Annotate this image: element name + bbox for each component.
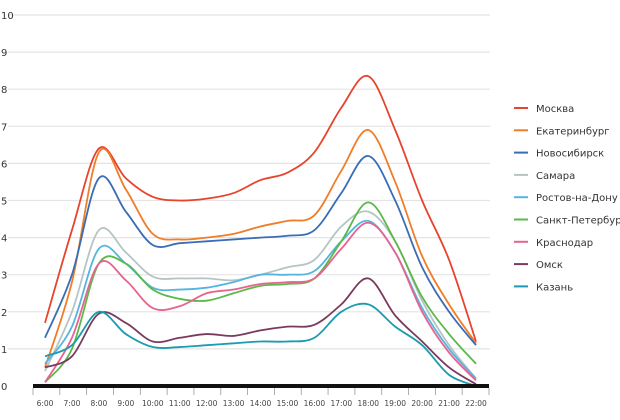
x-tick-label: 14:00	[250, 399, 272, 408]
legend-item: Санкт-Петербург	[514, 216, 620, 227]
series-line-4	[44, 219, 477, 380]
legend-item: Екатеринбург	[514, 126, 610, 137]
x-tick-label: 10:00	[142, 399, 164, 408]
x-tick-label: 8:00	[90, 399, 107, 408]
legend: Москва Екатеринбург Новосибирск Самара Росто…	[514, 104, 620, 293]
x-tick-label: 11:00	[169, 399, 191, 408]
y-tick-label: 1	[1, 345, 7, 356]
x-tick-label: 7:00	[64, 399, 81, 408]
x-tick-label: 9:00	[117, 399, 134, 408]
x-tick-label: 19:00	[384, 399, 406, 408]
series-line-2	[44, 155, 477, 346]
series-line-1	[44, 129, 477, 368]
series-line-7	[44, 277, 477, 385]
y-axis: 0 1 2 3 4 5 6 7 8 9 10	[1, 11, 14, 393]
x-tick-label: 18:00	[357, 399, 379, 408]
x-tick-label: 13:00	[223, 399, 245, 408]
legend-label: Новосибирск	[536, 149, 604, 160]
legend-label: Краснодар	[536, 238, 593, 249]
x-tick-label: 20:00	[411, 399, 433, 408]
x-tick-label: 21:00	[438, 399, 460, 408]
x-tick-label: 22:00	[465, 399, 487, 408]
x-tick-label: 6:00	[37, 399, 54, 408]
legend-label: Санкт-Петербург	[536, 216, 620, 227]
y-tick-label: 0	[1, 382, 7, 393]
y-tick-label: 3	[1, 271, 7, 282]
y-tick-label: 5	[1, 197, 7, 208]
series-lines	[44, 75, 477, 387]
y-tick-label: 9	[1, 48, 7, 59]
x-tick-label: 12:00	[196, 399, 218, 408]
legend-item: Новосибирск	[514, 149, 604, 160]
legend-label: Казань	[536, 282, 573, 293]
x-tick-label: 16:00	[304, 399, 326, 408]
legend-label: Ростов-на-Дону	[536, 193, 618, 204]
series-line-8	[44, 302, 477, 387]
x-axis: 6:00 7:00 8:00 9:00 10:00 11:00 12:00 13:00 14:0…	[32, 384, 490, 408]
legend-label: Самара	[536, 171, 575, 182]
legend-item: Краснодар	[514, 238, 593, 249]
legend-item: Казань	[514, 282, 573, 293]
series-line-3	[44, 210, 477, 380]
legend-label: Омск	[536, 260, 563, 271]
x-tick-label: 15:00	[277, 399, 299, 408]
y-tick-label: 8	[1, 85, 7, 96]
legend-item: Ростов-на-Дону	[514, 193, 618, 204]
y-tick-label: 7	[1, 122, 7, 133]
y-tick-label: 6	[1, 159, 7, 170]
legend-label: Москва	[536, 104, 574, 115]
legend-label: Екатеринбург	[536, 126, 610, 137]
y-tick-label: 4	[1, 234, 7, 245]
legend-item: Омск	[514, 260, 563, 271]
y-tick-label: 2	[1, 308, 7, 319]
x-tick-label: 17:00	[331, 399, 353, 408]
series-line-6	[44, 221, 477, 383]
legend-item: Самара	[514, 171, 575, 182]
y-tick-label: 10	[1, 11, 14, 22]
series-line-0	[44, 75, 477, 342]
legend-item: Москва	[514, 104, 574, 115]
series-line-5	[44, 201, 477, 383]
